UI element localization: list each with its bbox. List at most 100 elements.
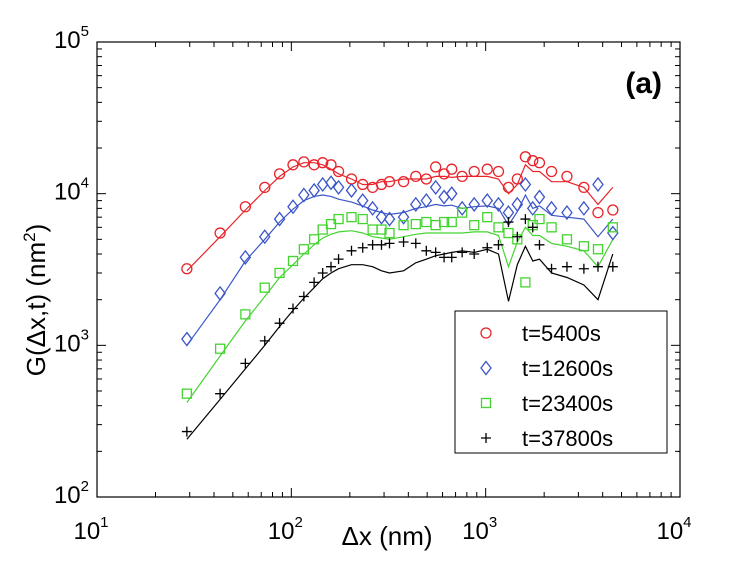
data-point: [239, 201, 252, 213]
data-point: [325, 175, 337, 191]
data-point: [430, 247, 441, 258]
y-tick-label-base: 10: [54, 330, 81, 357]
y-axis-title-close: ): [21, 224, 51, 233]
data-point: [274, 318, 285, 329]
y-axis-title-superscript: 2: [20, 232, 39, 241]
data-point: [214, 227, 226, 239]
data-point: [578, 263, 589, 274]
data-point: [527, 222, 538, 233]
data-point: [410, 170, 422, 183]
data-point: [445, 186, 458, 202]
data-point: [520, 214, 531, 225]
data-point: [511, 196, 524, 212]
data-point: [309, 277, 320, 288]
data-point: [384, 227, 395, 239]
data-point: [287, 199, 299, 215]
y-tick-label: 105: [54, 23, 89, 54]
data-point: [240, 358, 251, 369]
data-point: [607, 222, 618, 233]
data-point: [493, 239, 504, 250]
data-point: [214, 285, 226, 301]
data-point: [482, 242, 493, 253]
data-point: [420, 193, 433, 209]
data-point: [420, 173, 432, 185]
data-point: [367, 239, 378, 250]
x-tick-label-base: 10: [656, 518, 683, 545]
data-point: [545, 200, 558, 216]
data-point: [438, 216, 450, 228]
data-point: [298, 156, 310, 168]
x-tick-label: 102: [268, 514, 303, 545]
fit-line-series-2: [186, 193, 614, 346]
y-tick-label-base: 10: [54, 482, 81, 509]
data-point: [533, 157, 546, 169]
data-point: [481, 163, 493, 175]
data-point: [383, 211, 396, 227]
data-point: [274, 267, 285, 279]
data-point: [456, 200, 468, 216]
data-point: [397, 176, 410, 188]
legend-entry: t=23400s: [480, 391, 613, 416]
data-point: [366, 200, 379, 216]
x-tick-label-exponent: 3: [489, 514, 497, 531]
data-point: [215, 388, 226, 399]
data-point: [526, 200, 539, 216]
data-point: [376, 239, 387, 250]
marker-group-series-2: [181, 175, 619, 347]
data-point: [429, 179, 442, 195]
y-tick-label: 103: [54, 326, 89, 357]
data-point: [325, 159, 337, 171]
data-point: [534, 213, 545, 225]
x-tick-labels: 101 102 103 104: [73, 514, 691, 545]
data-point: [409, 196, 422, 212]
x-tick-label-base: 10: [462, 518, 489, 545]
data-point: [214, 343, 226, 354]
data-point: [592, 244, 604, 255]
data-point: [181, 388, 193, 399]
data-point: [534, 239, 545, 250]
data-point: [519, 176, 532, 193]
data-point: [446, 252, 457, 263]
data-point: [308, 234, 320, 245]
data-point: [273, 211, 286, 227]
data-point: [317, 267, 328, 278]
x-tick-label-exponent: 2: [295, 514, 303, 531]
legend-label: t=12600s: [522, 356, 613, 381]
data-point: [561, 205, 573, 221]
y-tick-label-base: 10: [54, 179, 81, 206]
data-point: [333, 254, 344, 265]
data-point: [468, 165, 480, 178]
data-point: [469, 220, 480, 231]
data-point: [357, 242, 368, 253]
legend-marker: [480, 360, 492, 376]
data-point: [258, 229, 271, 245]
y-axis-title: G(Δx,t) (nm2): [20, 224, 51, 377]
data-point: [561, 261, 572, 272]
data-point: [259, 335, 270, 346]
data-point: [578, 181, 590, 194]
data-point: [332, 165, 345, 178]
data-point: [592, 206, 604, 219]
data-point: [397, 209, 410, 225]
data-point: [512, 231, 523, 242]
data-point: [520, 277, 531, 288]
legend: t=5400s t=12600s t=23400s t=37800s: [454, 310, 668, 454]
fit-line-series-4: [186, 244, 614, 440]
data-point: [503, 227, 514, 239]
y-tick-label-exponent: 5: [81, 23, 89, 40]
data-point: [259, 181, 271, 194]
marker-group-series-3: [181, 207, 618, 399]
data-point: [482, 212, 493, 223]
data-point: [332, 179, 345, 195]
y-axis-title-main: G(Δx,t) (nm: [21, 242, 51, 376]
fit-line-series-3: [186, 226, 614, 403]
legend-entry: t=5400s: [480, 321, 601, 346]
data-point: [546, 263, 557, 274]
panel-label: (a): [625, 67, 662, 100]
y-tick-label-exponent: 3: [81, 326, 89, 343]
legend-entry: t=12600s: [480, 356, 613, 381]
data-point: [410, 218, 421, 230]
data-point: [356, 193, 369, 209]
y-tick-label: 104: [54, 175, 89, 206]
